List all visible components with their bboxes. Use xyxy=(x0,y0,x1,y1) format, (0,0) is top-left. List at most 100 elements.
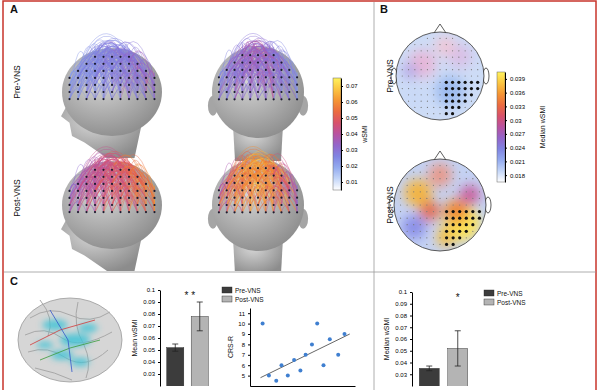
electrode xyxy=(111,190,113,192)
electrode xyxy=(288,91,290,93)
topo-electrode xyxy=(472,204,473,205)
topo-electrode xyxy=(459,172,460,173)
electrode xyxy=(265,211,267,213)
topo-electrode xyxy=(414,82,415,83)
tick: 0.09 xyxy=(143,299,160,305)
electrode xyxy=(128,183,130,185)
error-cap xyxy=(455,330,461,331)
electrode xyxy=(111,56,113,58)
topo-electrode xyxy=(445,87,448,90)
topo-electrode xyxy=(471,50,472,51)
electrode xyxy=(218,98,220,100)
topo-base xyxy=(394,159,486,251)
tick: 0.07 xyxy=(395,325,412,331)
tick-mark xyxy=(505,148,507,149)
electrode xyxy=(136,183,138,185)
topo-electrode xyxy=(420,198,421,199)
topo-electrode xyxy=(465,69,466,70)
electrode xyxy=(241,98,243,100)
brain-gyrus xyxy=(28,350,108,363)
electrode xyxy=(233,69,235,71)
topo-electrode xyxy=(446,165,447,166)
topo-electrode xyxy=(433,44,434,45)
topo-electrode xyxy=(459,191,460,192)
topo-blob xyxy=(435,76,465,106)
topo-electrode xyxy=(400,198,401,199)
electrode xyxy=(280,84,282,86)
electrode xyxy=(77,197,79,199)
topo-electrode xyxy=(439,94,440,95)
topo-electrode xyxy=(433,165,434,166)
topo-blob xyxy=(436,227,456,247)
tick: 0.06 xyxy=(341,99,358,105)
brain-surface xyxy=(18,298,122,382)
tick-label: 0.08 xyxy=(143,311,155,317)
legend-label: Post-VNS xyxy=(497,299,526,306)
topo-electrode xyxy=(402,63,403,64)
tick: 0.03 xyxy=(505,118,522,124)
topo-electrode xyxy=(439,165,440,166)
electrode xyxy=(68,91,70,93)
topo-electrode xyxy=(433,172,434,173)
tick: 0.04 xyxy=(143,359,160,365)
topo-electrode xyxy=(465,223,468,226)
topo-electrode xyxy=(465,44,466,45)
electrode xyxy=(233,189,235,191)
tick: 0.06 xyxy=(395,336,412,342)
topo-electrode xyxy=(426,218,427,219)
point xyxy=(261,322,265,326)
divider xyxy=(4,272,596,273)
electrode xyxy=(102,190,104,192)
electrode xyxy=(128,211,130,213)
axis-line xyxy=(251,386,356,387)
panel-label: B xyxy=(380,3,388,15)
electrode xyxy=(119,204,121,206)
topo-electrode xyxy=(427,57,428,58)
topo-electrode xyxy=(413,204,414,205)
electrode xyxy=(68,77,70,79)
tick-label: 7 xyxy=(242,352,246,358)
electrode xyxy=(94,84,96,86)
error-cap xyxy=(455,366,461,367)
connection-arc xyxy=(95,83,112,99)
tick-label: 9 xyxy=(242,331,246,337)
electrode xyxy=(102,70,104,72)
tick-label: 0.021 xyxy=(510,159,526,165)
tick-mark xyxy=(248,313,250,314)
topo-electrode xyxy=(421,63,422,64)
topo-electrode xyxy=(433,82,434,83)
topo-electrode xyxy=(433,57,434,58)
point xyxy=(280,363,284,367)
topo-electrode xyxy=(439,57,440,58)
tick-mark xyxy=(341,182,343,183)
head xyxy=(208,159,308,271)
electrode xyxy=(145,98,147,100)
topo-electrode xyxy=(407,178,408,179)
axis: 0.0180.0210.0240.0270.030.0330.0360.039 xyxy=(505,73,526,183)
electrode xyxy=(280,76,282,78)
tick-label: 0.03 xyxy=(346,147,358,153)
electrode xyxy=(128,190,130,192)
connection-arc xyxy=(235,56,290,100)
topo-electrode xyxy=(445,100,448,103)
topo-electrode xyxy=(427,75,428,76)
electrode xyxy=(77,183,79,185)
connections xyxy=(70,147,155,212)
electrode xyxy=(226,189,228,191)
tick-mark xyxy=(248,365,250,366)
electrode xyxy=(226,197,228,199)
electrode xyxy=(249,91,251,93)
tick: 11 xyxy=(239,311,250,317)
tick-label: 0.05 xyxy=(395,348,407,354)
bar xyxy=(167,348,184,386)
tick-mark xyxy=(410,292,412,293)
electrode xyxy=(85,204,87,206)
topo-electrode xyxy=(458,57,459,58)
electrode xyxy=(257,182,259,184)
connection-arc xyxy=(227,183,274,205)
topo-electrode xyxy=(426,231,427,232)
topo-electrode xyxy=(458,210,461,213)
electrode xyxy=(85,84,87,86)
tick-label: 5 xyxy=(242,373,246,379)
error-cap xyxy=(426,366,432,367)
